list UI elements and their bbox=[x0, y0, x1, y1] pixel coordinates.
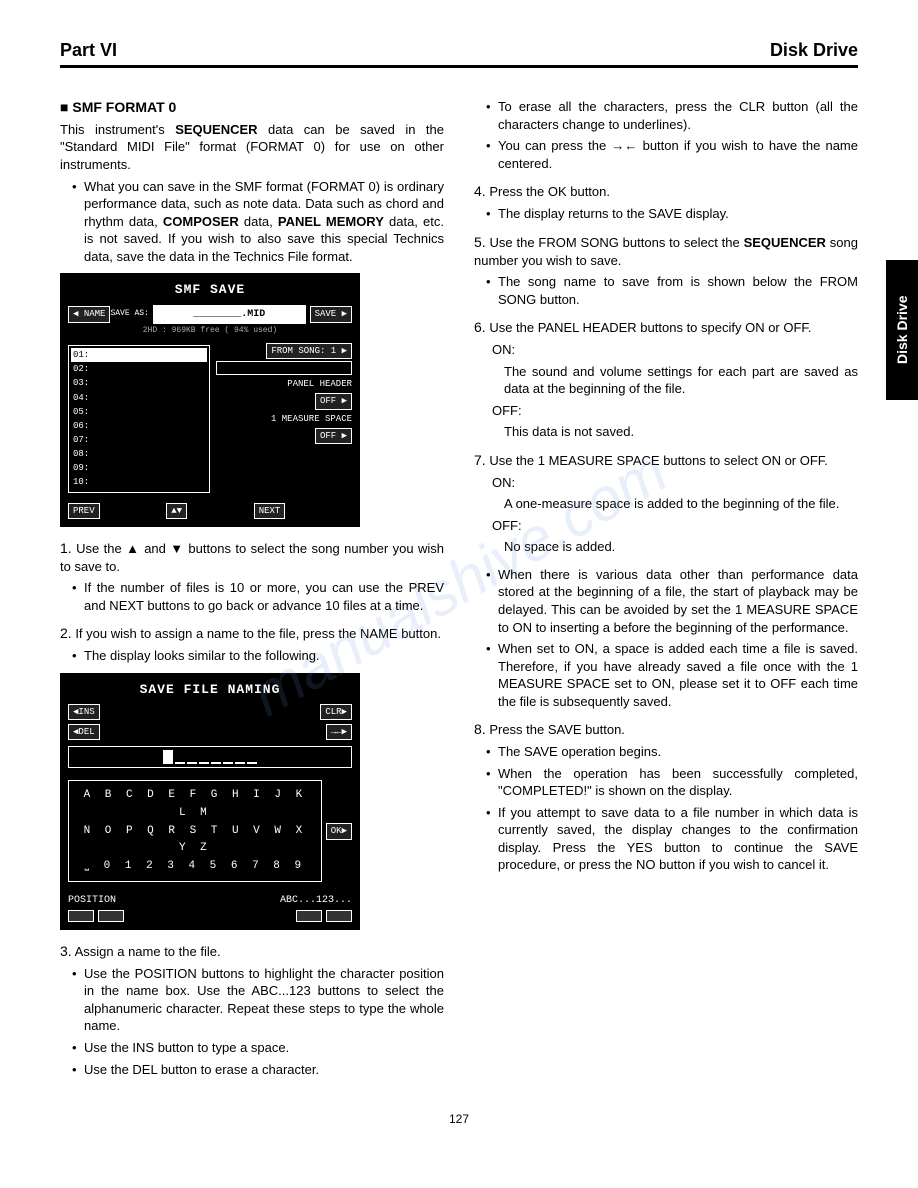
side-tab: Disk Drive bbox=[886, 260, 918, 400]
page: manualshive.com Part VI Disk Drive Disk … bbox=[0, 0, 918, 1166]
list-item[interactable]: 10: bbox=[71, 475, 207, 489]
list-item[interactable]: 01: bbox=[71, 348, 207, 362]
left-column: SMF FORMAT 0 This instrument's SEQUENCER… bbox=[60, 98, 444, 1082]
bullet-item: What you can save in the SMF format (FOR… bbox=[72, 178, 444, 266]
next-button[interactable]: NEXT bbox=[254, 503, 286, 519]
panel-header-off[interactable]: OFF ▶ bbox=[315, 393, 352, 409]
step-6: 6. Use the PANEL HEADER buttons to speci… bbox=[474, 318, 858, 337]
intro-bullets: What you can save in the SMF format (FOR… bbox=[60, 178, 444, 266]
on-text: The sound and volume settings for each p… bbox=[474, 363, 858, 398]
on-label: ON: bbox=[474, 474, 858, 492]
name-button[interactable]: ◀ NAME bbox=[68, 306, 110, 322]
list-item[interactable]: 06: bbox=[71, 419, 207, 433]
on-label: ON: bbox=[474, 341, 858, 359]
bullet-item: The song name to save from is shown belo… bbox=[486, 273, 858, 308]
header: Part VI Disk Drive bbox=[60, 40, 858, 68]
song-list: 01: 02: 03: 04: 05: 06: 07: 08: 09: 10: bbox=[68, 345, 210, 492]
lcd-file-naming: SAVE FILE NAMING ◀INS CLR▶ ◀DEL →←▶ bbox=[60, 673, 360, 930]
from-song-button[interactable]: FROM SONG: 1 ▶ bbox=[266, 343, 352, 359]
list-item[interactable]: 02: bbox=[71, 362, 207, 376]
del-button[interactable]: ◀DEL bbox=[68, 724, 100, 740]
bullet-item: The display looks similar to the followi… bbox=[72, 647, 444, 665]
on-text: A one-measure space is added to the begi… bbox=[474, 495, 858, 513]
panel-header-label: PANEL HEADER bbox=[216, 378, 352, 390]
updown-button[interactable]: ▲▼ bbox=[166, 503, 187, 519]
list-item[interactable]: 03: bbox=[71, 376, 207, 390]
header-section: Disk Drive bbox=[770, 40, 858, 61]
list-item[interactable]: 08: bbox=[71, 447, 207, 461]
step-7: 7. Use the 1 MEASURE SPACE buttons to se… bbox=[474, 451, 858, 470]
step-1: 1. Use the ▲ and ▼ buttons to select the… bbox=[60, 539, 444, 575]
header-part: Part VI bbox=[60, 40, 117, 61]
disk-info: 2HD : 969KB free ( 94% used) bbox=[68, 326, 352, 337]
ok-button[interactable]: OK▶ bbox=[326, 823, 352, 839]
bullet-item: If the number of files is 10 or more, yo… bbox=[72, 579, 444, 614]
abc-button[interactable] bbox=[296, 910, 322, 922]
abc-button[interactable] bbox=[326, 910, 352, 922]
bullet-item: When set to ON, a space is added each ti… bbox=[486, 640, 858, 710]
content-columns: SMF FORMAT 0 This instrument's SEQUENCER… bbox=[60, 98, 858, 1082]
step-5: 5. Use the FROM SONG buttons to select t… bbox=[474, 233, 858, 269]
bullet-item: Use the POSITION buttons to highlight th… bbox=[72, 965, 444, 1035]
step-4: 4. Press the OK button. bbox=[474, 182, 858, 201]
bullet-item: To erase all the characters, press the C… bbox=[486, 98, 858, 133]
off-text: This data is not saved. bbox=[474, 423, 858, 441]
position-label: POSITION bbox=[68, 894, 116, 908]
char-keyboard: A B C D E F G H I J K L M N O P Q R S T … bbox=[68, 780, 322, 882]
cursor bbox=[163, 750, 173, 764]
filename-box: ________.MID bbox=[153, 305, 306, 325]
bullet-item: The display returns to the SAVE display. bbox=[486, 205, 858, 223]
right-column: To erase all the characters, press the C… bbox=[474, 98, 858, 1082]
measure-space-off[interactable]: OFF ▶ bbox=[315, 428, 352, 444]
step-8: 8. Press the SAVE button. bbox=[474, 720, 858, 739]
name-input-box bbox=[68, 746, 352, 768]
page-number: 127 bbox=[60, 1112, 858, 1126]
bullet-item: Use the INS button to type a space. bbox=[72, 1039, 444, 1057]
step-3: 3. Assign a name to the file. bbox=[60, 942, 444, 961]
bullet-item: When the operation has been successfully… bbox=[486, 765, 858, 800]
position-button[interactable] bbox=[68, 910, 94, 922]
off-label: OFF: bbox=[474, 402, 858, 420]
bullet-item: The SAVE operation begins. bbox=[486, 743, 858, 761]
intro-text: This instrument's SEQUENCER data can be … bbox=[60, 121, 444, 174]
off-label: OFF: bbox=[474, 517, 858, 535]
bullet-item: When there is various data other than pe… bbox=[486, 566, 858, 636]
bullet-item: You can press the →← button if you wish … bbox=[486, 137, 858, 172]
list-item[interactable]: 05: bbox=[71, 405, 207, 419]
list-item[interactable]: 04: bbox=[71, 391, 207, 405]
list-item[interactable]: 07: bbox=[71, 433, 207, 447]
clr-button[interactable]: CLR▶ bbox=[320, 704, 352, 720]
lcd-title: SMF SAVE bbox=[68, 281, 352, 299]
measure-space-label: 1 MEASURE SPACE bbox=[216, 413, 352, 425]
save-button[interactable]: SAVE ▶ bbox=[310, 306, 352, 322]
list-item[interactable]: 09: bbox=[71, 461, 207, 475]
bullet-item: Use the DEL button to erase a character. bbox=[72, 1061, 444, 1079]
lcd2-title: SAVE FILE NAMING bbox=[68, 681, 352, 699]
section-title: SMF FORMAT 0 bbox=[60, 98, 444, 117]
abc-label: ABC...123... bbox=[280, 894, 352, 908]
step-2: 2. If you wish to assign a name to the f… bbox=[60, 624, 444, 643]
position-button[interactable] bbox=[98, 910, 124, 922]
off-text: No space is added. bbox=[474, 538, 858, 556]
lcd-smf-save: SMF SAVE ◀ NAME SAVE AS: ________.MID SA… bbox=[60, 273, 360, 526]
prev-button[interactable]: PREV bbox=[68, 503, 100, 519]
center-button[interactable]: →←▶ bbox=[326, 724, 352, 740]
bullet-item: If you attempt to save data to a file nu… bbox=[486, 804, 858, 874]
ins-button[interactable]: ◀INS bbox=[68, 704, 100, 720]
